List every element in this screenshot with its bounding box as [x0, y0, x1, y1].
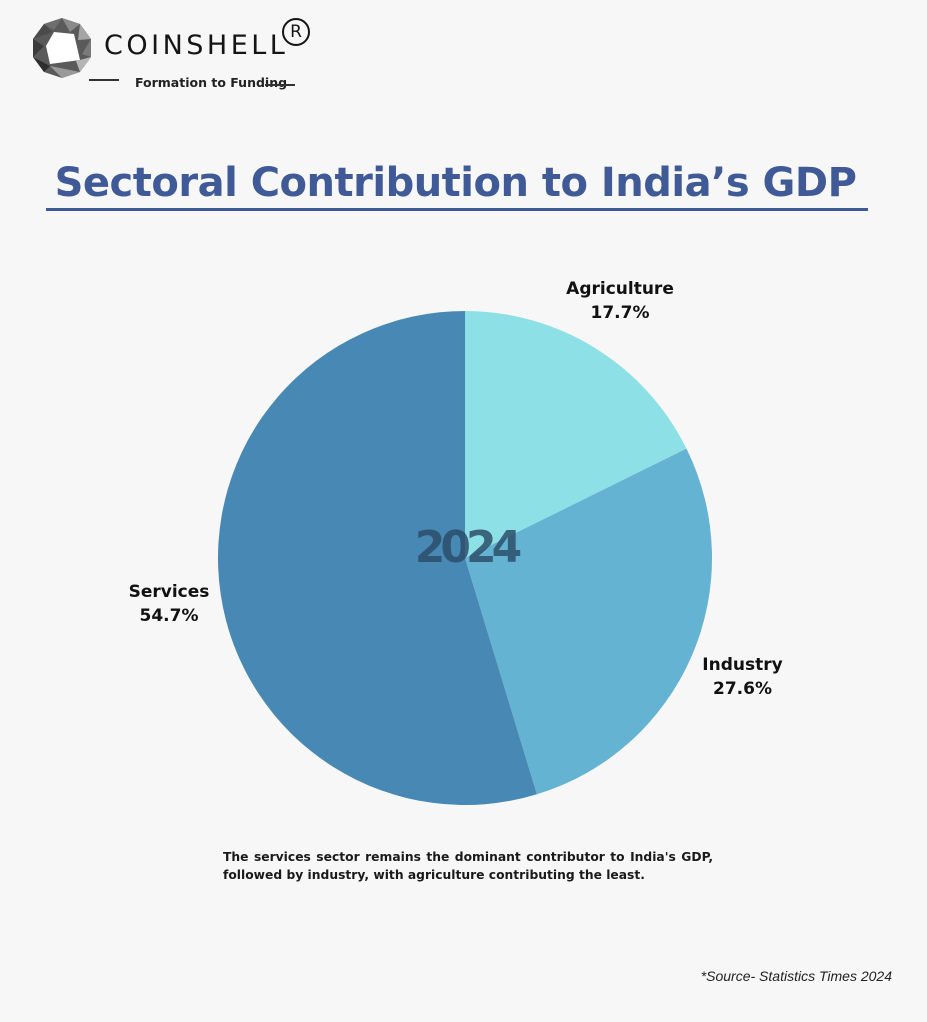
chart-title: Sectoral Contribution to India’s GDP: [54, 160, 857, 206]
title-underline: [46, 208, 868, 211]
brand-name: COINSHELL: [104, 30, 289, 61]
pie-slice-agriculture: [465, 311, 687, 558]
coinshell-logo-icon: [33, 18, 91, 78]
slice-label-industry: Industry 27.6%: [680, 653, 805, 701]
slice-label-value: 17.7%: [590, 303, 650, 323]
slice-label-name: Industry: [702, 655, 783, 675]
center-label: 2024: [415, 522, 521, 573]
slice-label-name: Services: [128, 582, 210, 602]
slice-label-value: 54.7%: [139, 606, 199, 626]
slice-label-services: Services 54.7%: [110, 580, 228, 628]
pie-slice-services: [217, 311, 537, 805]
pie-slice-industry: [465, 448, 712, 795]
slice-label-agriculture: Agriculture 17.7%: [550, 277, 690, 325]
chart-caption: The services sector remains the dominant…: [223, 850, 713, 882]
registered-mark: R: [282, 18, 310, 46]
source-note: *Source- Statistics Times 2024: [700, 968, 892, 984]
slice-label-name: Agriculture: [566, 279, 674, 299]
tagline-rule-left: [89, 79, 119, 81]
slice-label-value: 27.6%: [713, 679, 772, 699]
tagline-rule-right: [265, 84, 295, 86]
pie-slices: [217, 311, 712, 805]
tagline: Formation to Funding: [135, 75, 288, 90]
